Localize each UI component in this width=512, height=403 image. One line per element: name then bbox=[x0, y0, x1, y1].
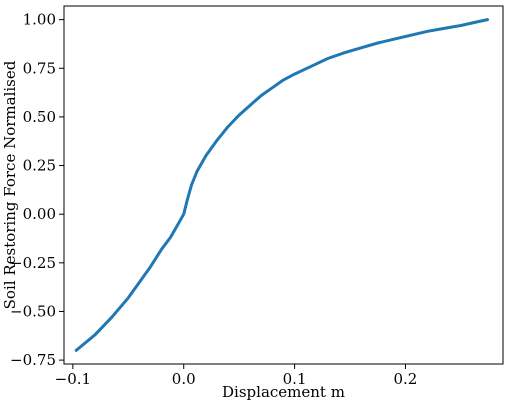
x-axis: −0.1 0.0 0.1 0.2 bbox=[55, 364, 418, 388]
y-axis: −0.75 −0.50 −0.25 0.00 0.25 0.50 0.75 1.00 bbox=[10, 11, 64, 369]
y-tick-label: −0.75 bbox=[10, 351, 56, 369]
x-tick-label: 0.0 bbox=[172, 370, 196, 388]
x-tick-label: 0.1 bbox=[283, 370, 307, 388]
series-line bbox=[74, 18, 489, 352]
y-tick-label: −0.25 bbox=[10, 254, 56, 272]
y-tick-label: 1.00 bbox=[23, 11, 56, 29]
y-tick-label: 0.50 bbox=[23, 108, 56, 126]
x-tick-label: −0.1 bbox=[55, 370, 91, 388]
series-layer bbox=[74, 18, 489, 352]
y-axis-label: Soil Restoring Force Normalised bbox=[1, 60, 19, 309]
y-tick-label: 0.25 bbox=[23, 157, 56, 175]
x-axis-label: Displacement m bbox=[222, 383, 345, 401]
y-tick-label: 0.75 bbox=[23, 59, 56, 77]
y-tick-label: −0.50 bbox=[10, 302, 56, 320]
x-tick-label: 0.2 bbox=[394, 370, 418, 388]
y-tick-label: 0.00 bbox=[23, 205, 56, 223]
plot-frame bbox=[63, 5, 504, 365]
